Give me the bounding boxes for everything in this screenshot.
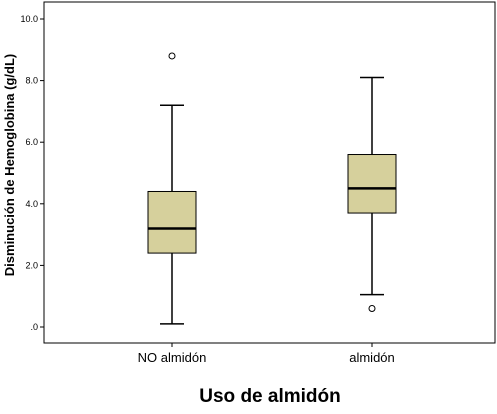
outlier-point xyxy=(168,52,176,60)
outlier-point xyxy=(368,305,376,313)
y-tick-label: .0 xyxy=(30,322,38,332)
y-tick-label: 10.0 xyxy=(20,14,38,24)
y-tick-label: 8.0 xyxy=(25,76,38,86)
plot-frame xyxy=(43,1,496,344)
x-category-label: almidón xyxy=(349,350,395,365)
x-axis-categories: NO almidón almidón xyxy=(138,343,395,365)
y-axis-title: Disminución de Hemoglobina (g/dL) xyxy=(2,54,17,276)
iqr-box xyxy=(147,190,197,254)
box-group xyxy=(347,76,397,313)
iqr-box xyxy=(347,154,397,214)
x-category-label: NO almidón xyxy=(138,350,207,365)
box-series xyxy=(147,52,397,325)
x-axis-title: Uso de almidón xyxy=(199,386,340,407)
y-tick-label: 2.0 xyxy=(25,260,38,270)
y-axis-ticks: .0 2.0 4.0 6.0 8.0 10.0 xyxy=(20,14,44,332)
y-tick-label: 4.0 xyxy=(25,199,38,209)
box-group xyxy=(147,52,197,325)
y-tick-label: 6.0 xyxy=(25,137,38,147)
